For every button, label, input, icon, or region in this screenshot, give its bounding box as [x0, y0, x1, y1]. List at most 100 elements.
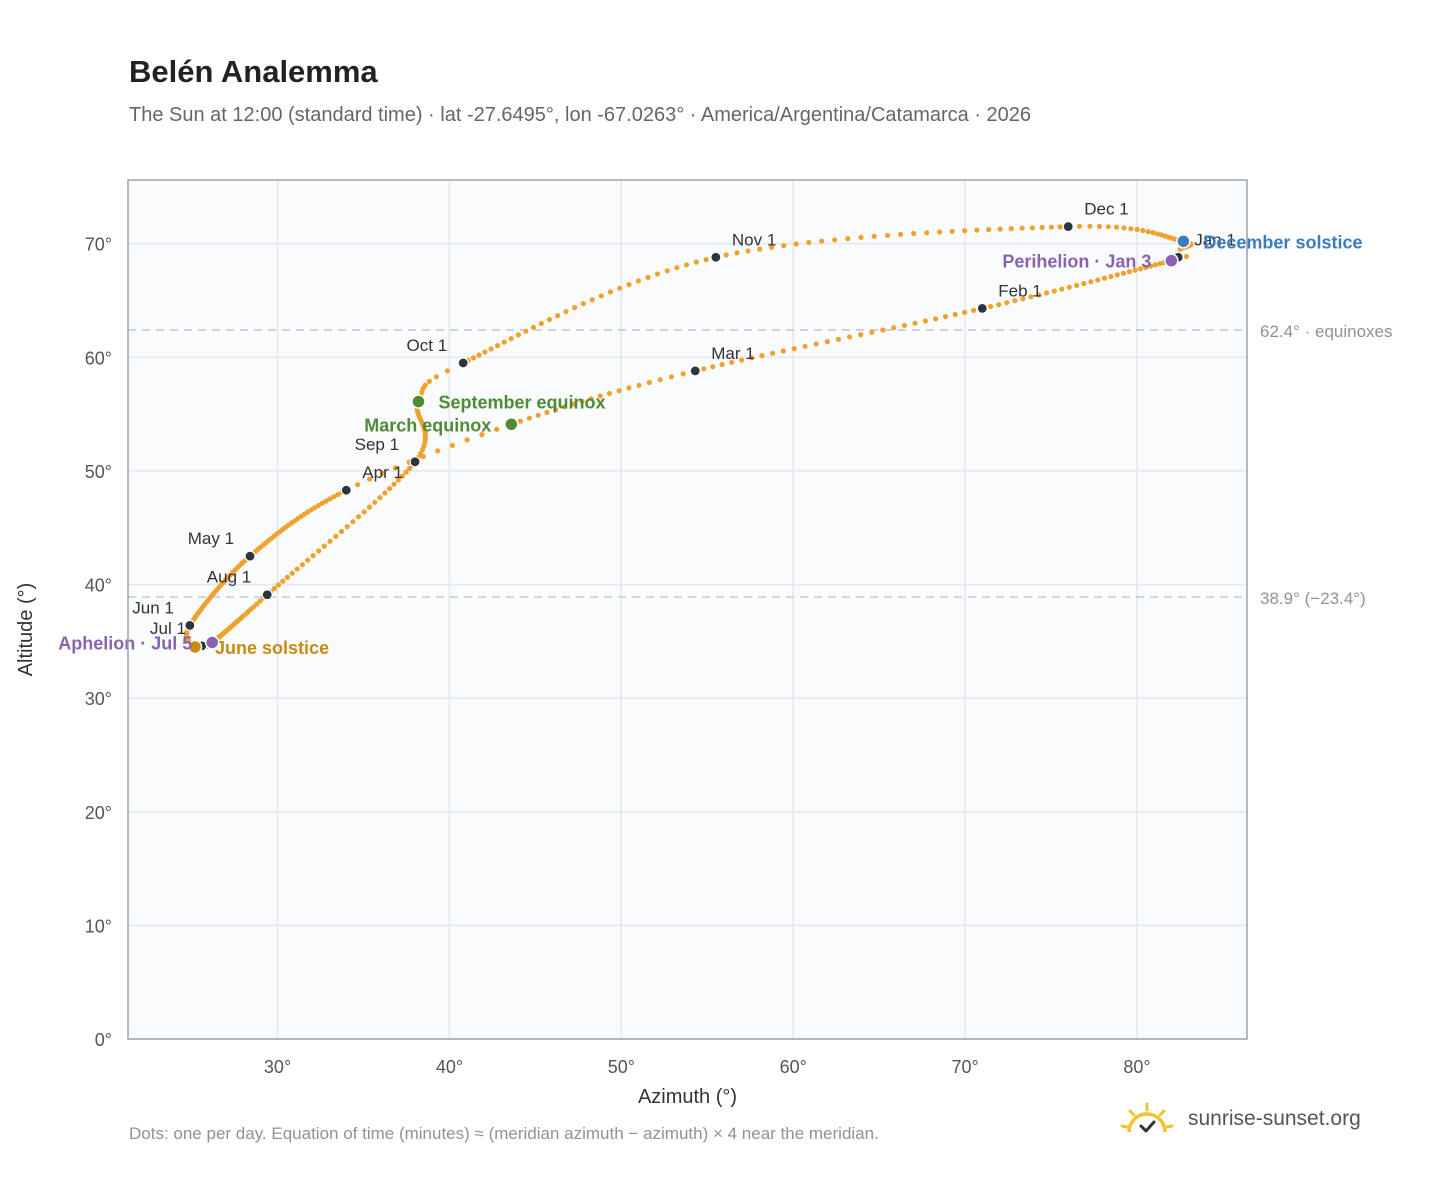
day-dot: [734, 250, 740, 256]
footnote: Dots: one per day. Equation of time (min…: [129, 1124, 879, 1143]
day-dot: [1028, 294, 1034, 300]
month-label: Jul 1: [150, 619, 186, 638]
day-dot: [1121, 225, 1127, 231]
x-axis-title: Azimuth (°): [638, 1086, 737, 1108]
day-dot: [1140, 227, 1146, 234]
day-dot: [1081, 280, 1087, 287]
month-marker: [1062, 220, 1074, 233]
day-dot: [845, 236, 851, 242]
month-marker: [244, 550, 256, 562]
day-dot: [1087, 223, 1093, 229]
y-tick-label: 0°: [95, 1030, 112, 1050]
day-dot: [523, 328, 529, 334]
day-dot: [824, 339, 830, 345]
day-dot: [553, 407, 559, 413]
day-dot: [606, 390, 613, 396]
x-tick-label: 70°: [951, 1057, 978, 1077]
day-dot: [1048, 224, 1054, 230]
day-dot: [588, 396, 594, 402]
day-dot: [366, 504, 373, 510]
day-dot: [1019, 225, 1025, 231]
day-dot: [1059, 286, 1065, 292]
day-dot: [1157, 261, 1163, 267]
month-marker: [710, 251, 722, 263]
day-dot: [924, 230, 930, 236]
day-dot: [1095, 277, 1101, 283]
y-tick-label: 50°: [85, 462, 112, 482]
x-axis-ticks: 30° 40° 50° 60° 70° 80°: [264, 1057, 1151, 1077]
day-dot: [597, 393, 603, 399]
event-marker: [1176, 234, 1191, 249]
day-dot: [1088, 279, 1094, 285]
month-marker: [689, 365, 701, 377]
day-dot: [745, 248, 751, 254]
x-tick-label: 50°: [608, 1057, 635, 1077]
day-dot: [275, 582, 282, 588]
day-dot: [971, 307, 977, 313]
day-dot: [1096, 223, 1103, 229]
day-dot: [657, 377, 663, 383]
day-dot: [563, 309, 569, 315]
day-dot: [570, 401, 576, 407]
day-dot: [449, 442, 455, 448]
day-dot: [316, 548, 322, 554]
day-dot: [835, 336, 842, 342]
day-dot: [759, 353, 765, 359]
day-dot: [1020, 296, 1026, 302]
x-tick-label: 40°: [436, 1057, 463, 1077]
month-label: Apr 1: [362, 463, 403, 482]
day-dot: [937, 229, 943, 235]
day-dot: [355, 482, 361, 488]
day-dot: [626, 281, 632, 288]
day-dot: [1143, 264, 1149, 270]
day-dot: [501, 339, 507, 345]
day-dot: [482, 349, 488, 355]
day-dot: [757, 246, 763, 252]
month-marker: [976, 302, 988, 314]
brand-name: sunrise-sunset.org: [1188, 1107, 1361, 1130]
day-dot: [1128, 226, 1134, 232]
day-dot: [299, 562, 305, 568]
day-dot: [791, 346, 797, 352]
plot-frame: [127, 179, 1248, 1040]
day-dot: [1114, 272, 1120, 278]
day-dot: [494, 343, 501, 349]
month-label: Nov 1: [732, 230, 776, 249]
event-marker: [504, 417, 519, 432]
y-tick-label: 70°: [85, 235, 112, 255]
day-dot: [912, 320, 918, 326]
day-dot: [377, 495, 383, 501]
y-tick-label: 40°: [85, 576, 112, 596]
event-markers: December solstice Perihelion · Jan 3 March…: [58, 232, 1362, 658]
day-dot: [535, 412, 541, 418]
day-dot: [617, 285, 623, 291]
month-label: Sep 1: [355, 435, 399, 454]
day-dot: [1066, 284, 1072, 290]
day-dot: [781, 243, 787, 249]
day-dot: [361, 509, 367, 515]
day-dot: [280, 578, 286, 584]
y-tick-label: 60°: [85, 348, 112, 368]
day-dot: [538, 320, 544, 327]
day-dot: [769, 244, 775, 250]
day-dot: [646, 379, 653, 386]
day-dot: [494, 426, 500, 432]
day-dot: [780, 348, 786, 354]
reference-line-label: 38.9° (−23.4°): [1260, 589, 1366, 608]
brand[interactable]: sunrise-sunset.org: [1120, 1102, 1361, 1136]
day-dot: [802, 343, 808, 349]
day-dot: [323, 498, 329, 504]
day-dot: [1120, 270, 1127, 276]
day-dot: [668, 374, 675, 380]
plot-area: [128, 180, 1247, 1039]
day-dot: [674, 265, 680, 271]
day-dot: [654, 271, 661, 277]
reference-lines: 62.4° · equinoxes 38.9° (−23.4°): [128, 322, 1393, 608]
day-dot: [819, 238, 825, 244]
day-dot: [626, 385, 632, 391]
day-dot: [444, 368, 450, 374]
day-dot: [723, 252, 729, 258]
reference-line-label: 62.4° · equinoxes: [1260, 322, 1393, 341]
day-dot: [257, 598, 263, 604]
